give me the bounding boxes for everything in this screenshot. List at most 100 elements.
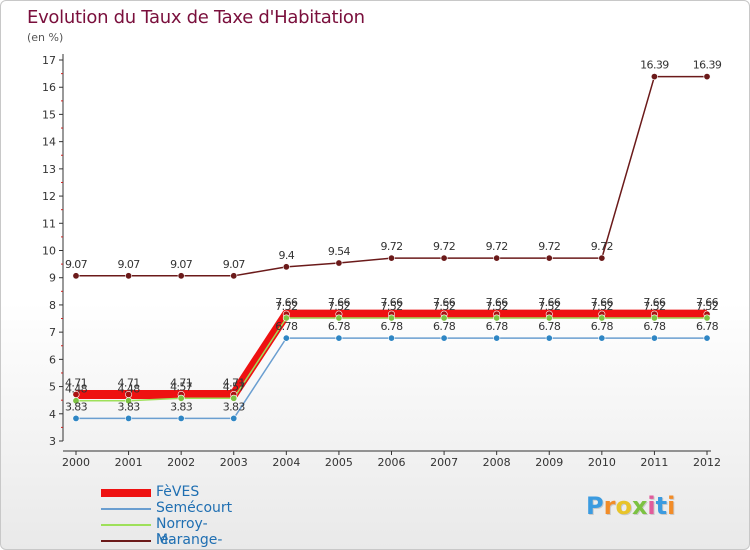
data-label: 9.72: [486, 240, 508, 253]
x-tick-label: 2002: [167, 456, 195, 469]
data-label: 9.4: [278, 249, 294, 262]
y-tick-label: 8: [49, 299, 56, 312]
data-point: [177, 414, 185, 422]
legend-swatch: [101, 508, 151, 510]
x-tick-label: 2004: [272, 456, 300, 469]
logo-letter: x: [631, 492, 648, 520]
data-point: [72, 272, 80, 280]
logo-letter: r: [603, 492, 616, 520]
data-point: [387, 334, 395, 342]
data-label: 6.78: [486, 320, 509, 333]
legend-swatch: [101, 489, 151, 497]
y-tick-label: 4: [49, 408, 56, 421]
data-label: 7.66: [643, 296, 666, 309]
y-tick-label: 14: [42, 136, 56, 149]
data-point: [545, 334, 553, 342]
data-point: [335, 314, 343, 322]
logo-letter: i: [667, 492, 676, 520]
data-label: 4.48: [118, 383, 141, 396]
data-label: 7.52: [486, 300, 508, 313]
data-label: 4.57: [223, 380, 246, 393]
data-label: 7.52: [275, 300, 297, 313]
x-tick-label: 2010: [588, 456, 616, 469]
data-label: 7.66: [380, 296, 403, 309]
data-point: [230, 414, 238, 422]
data-label: 9.72: [591, 240, 613, 253]
data-label: 7.66: [486, 296, 509, 309]
data-point: [125, 414, 133, 422]
proxiti-logo: Proxiti: [586, 492, 675, 520]
data-label: 4.71: [223, 376, 245, 389]
data-label: 9.54: [328, 245, 351, 258]
data-label: 6.78: [696, 320, 719, 333]
data-label: 7.52: [643, 300, 665, 313]
data-label: 16.39: [640, 59, 669, 72]
y-tick-label: 10: [42, 245, 56, 258]
data-label: 4.71: [170, 376, 192, 389]
data-label: 7.66: [538, 296, 561, 309]
data-label: 3.83: [170, 400, 193, 413]
data-label: 7.52: [591, 300, 613, 313]
data-label: 7.66: [275, 296, 298, 309]
data-point: [335, 334, 343, 342]
logo-letter: P: [586, 492, 604, 520]
x-tick-label: 2008: [483, 456, 511, 469]
logo-letter: t: [655, 492, 668, 520]
data-label: 7.52: [380, 300, 402, 313]
data-label: 6.78: [328, 320, 351, 333]
data-point: [650, 73, 658, 81]
x-tick-label: 2011: [640, 456, 668, 469]
y-tick-label: 12: [42, 190, 56, 203]
data-label: 9.07: [170, 258, 193, 271]
data-label: 6.78: [591, 320, 614, 333]
data-label: 16.39: [693, 59, 722, 72]
data-point: [72, 414, 80, 422]
data-label: 7.66: [328, 296, 351, 309]
data-label: 3.83: [118, 400, 141, 413]
data-label: 9.07: [118, 258, 141, 271]
data-point: [282, 263, 290, 271]
x-tick-label: 2005: [325, 456, 353, 469]
data-label: 6.78: [275, 320, 298, 333]
data-label: 7.52: [328, 300, 350, 313]
data-label: 4.57: [170, 380, 193, 393]
data-label: 7.52: [538, 300, 560, 313]
data-point: [177, 394, 185, 402]
data-point: [387, 314, 395, 322]
data-point: [282, 334, 290, 342]
data-label: 7.52: [696, 300, 718, 313]
x-tick-label: 2007: [430, 456, 458, 469]
x-tick-label: 2003: [220, 456, 248, 469]
y-tick-label: 17: [42, 54, 56, 67]
x-tick-label: 2006: [378, 456, 406, 469]
y-tick-label: 15: [42, 108, 56, 121]
chart-unit: (en %): [27, 31, 64, 44]
data-point: [493, 314, 501, 322]
data-point: [125, 397, 133, 405]
data-label: 9.72: [538, 240, 560, 253]
legend-label: FèVES: [156, 484, 200, 500]
y-tick-label: 7: [49, 326, 56, 339]
legend-swatch: [101, 524, 151, 526]
data-label: 7.66: [696, 296, 719, 309]
y-tick-label: 3: [49, 435, 56, 448]
data-point: [650, 314, 658, 322]
x-tick-label: 2001: [115, 456, 143, 469]
y-tick-label: 11: [42, 217, 56, 230]
data-point: [230, 272, 238, 280]
data-point: [650, 334, 658, 342]
legend-label: Semécourt: [156, 500, 233, 516]
y-tick-label: 16: [42, 81, 56, 94]
y-tick-label: 6: [49, 353, 56, 366]
data-point: [230, 394, 238, 402]
data-label: 6.78: [433, 320, 456, 333]
data-point: [598, 254, 606, 262]
x-tick-label: 2009: [535, 456, 563, 469]
data-point: [545, 314, 553, 322]
data-point: [335, 259, 343, 267]
data-label: 6.78: [643, 320, 666, 333]
data-label: 3.83: [65, 400, 88, 413]
x-tick-label: 2012: [693, 456, 721, 469]
legend-label: Norroy-le-Veneur: [156, 516, 208, 549]
